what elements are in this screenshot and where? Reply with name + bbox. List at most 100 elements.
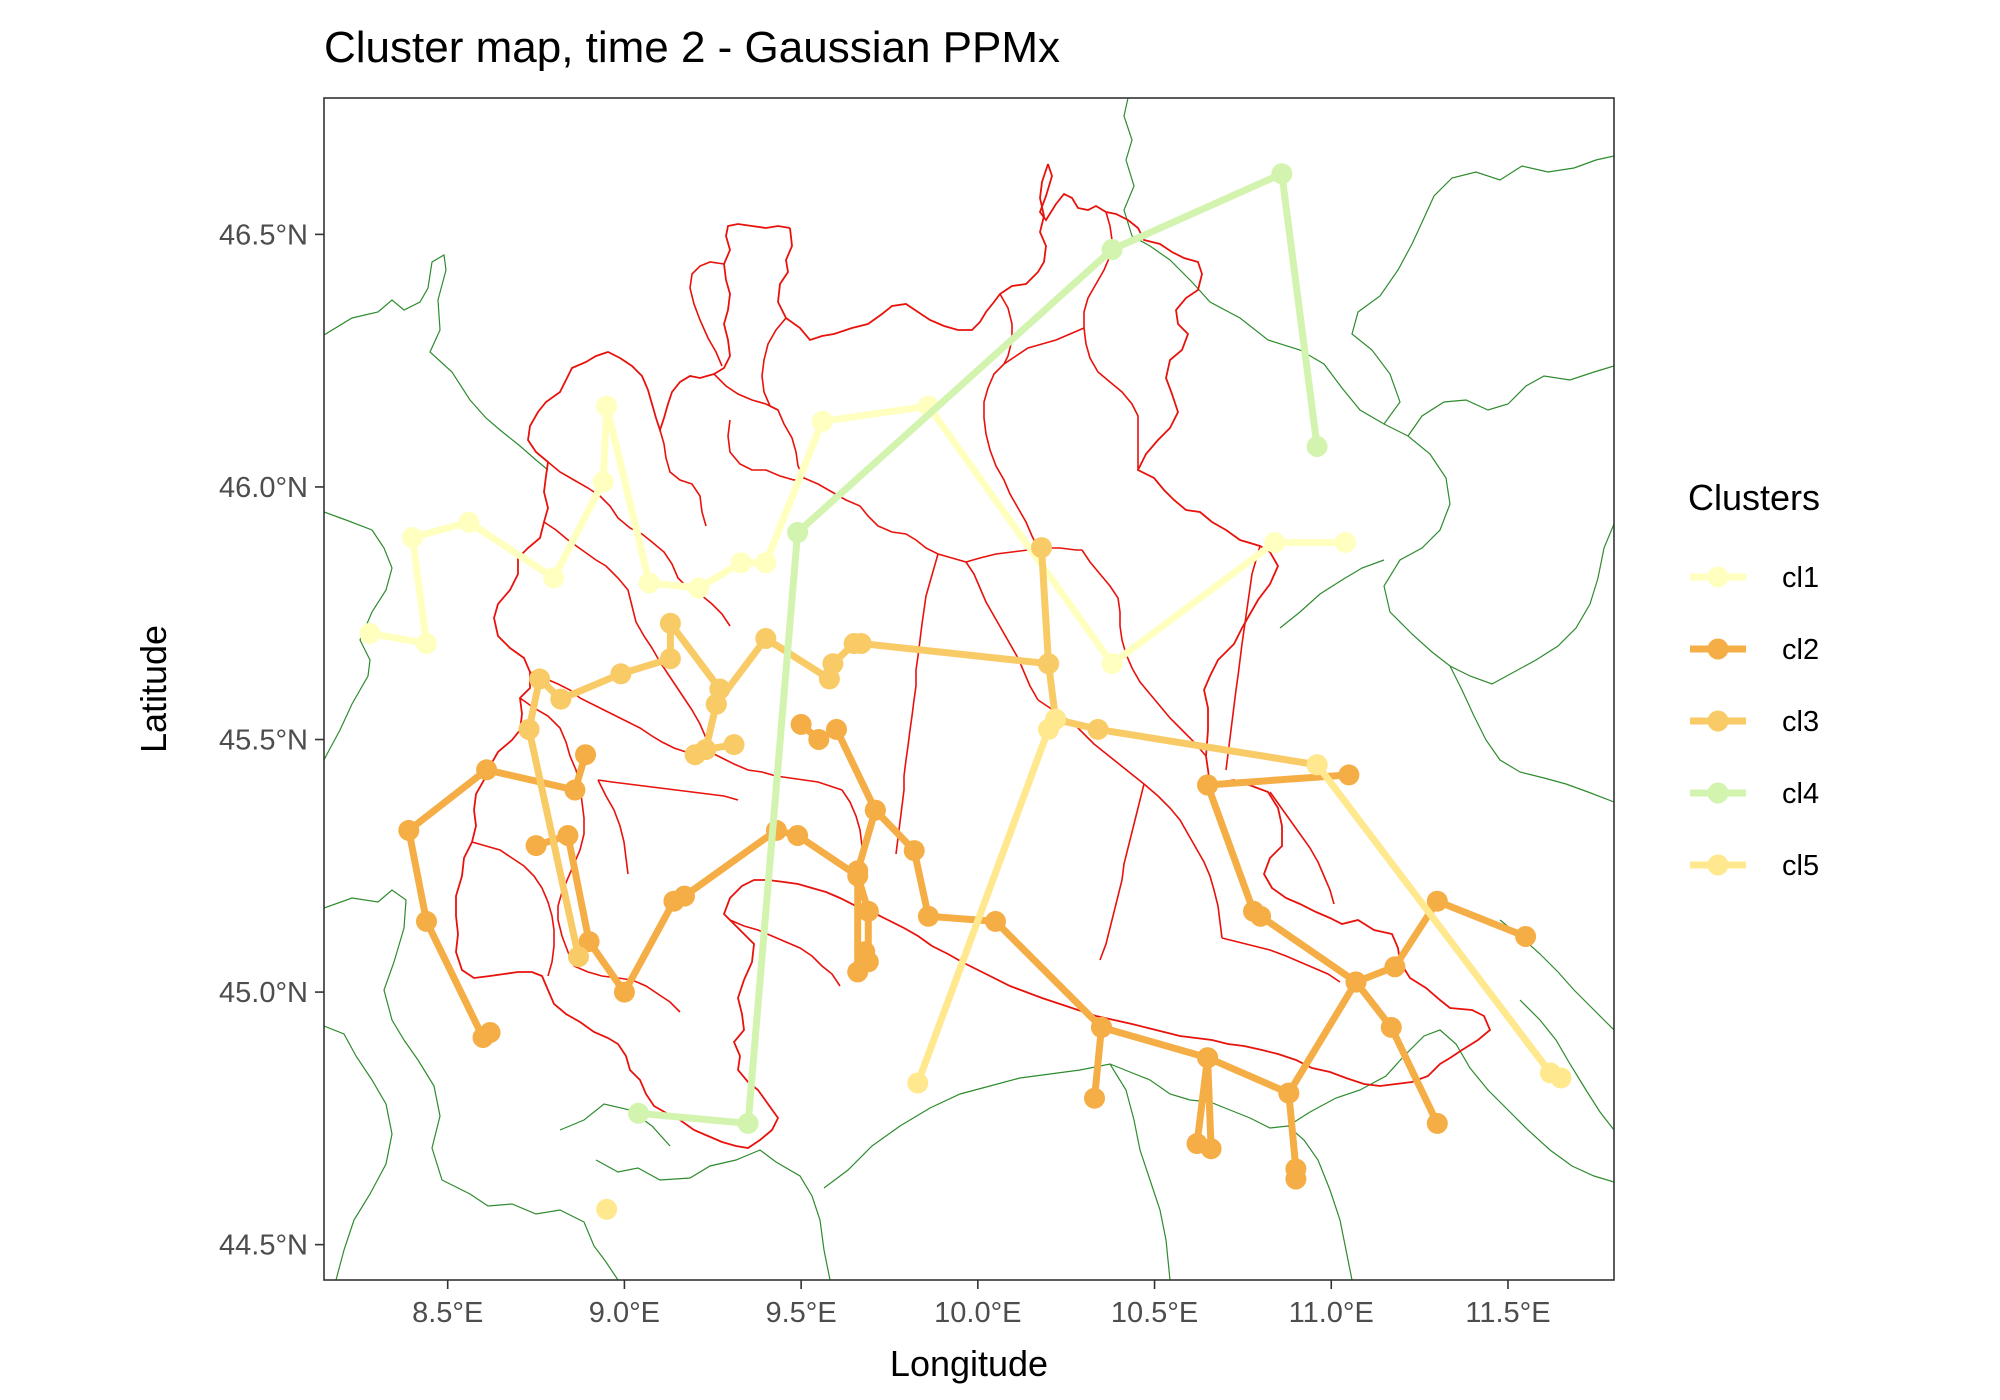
legend: Clusters cl1 cl2 cl3 cl4 cl5	[1688, 477, 1820, 882]
data-point-cl4	[1271, 163, 1293, 185]
data-point-cl3	[518, 718, 540, 740]
map-boundaries	[324, 98, 1614, 1280]
data-point-cl2	[613, 981, 635, 1003]
series-line-cl3	[1038, 544, 1052, 668]
central-region-outline	[777, 163, 1049, 342]
x-tick-label: 8.5°E	[412, 1297, 483, 1329]
data-point-cl1	[401, 527, 423, 548]
province-boundary	[597, 779, 739, 801]
outer-region-boundary	[1279, 559, 1385, 629]
data-point-cl2	[575, 744, 596, 766]
province-boundary	[895, 553, 939, 855]
data-point-cl1	[359, 622, 381, 644]
province-boundary	[965, 561, 1039, 701]
legend-point-cl5	[1707, 854, 1729, 876]
data-point-cl2	[416, 910, 437, 932]
legend-label-cl3: cl3	[1782, 706, 1819, 738]
x-tick-label: 11.5°E	[1465, 1297, 1550, 1329]
data-point-cl1	[688, 577, 710, 599]
data-point-cl1	[596, 395, 618, 417]
data-point-cl4	[1101, 239, 1123, 260]
data-point-cl3	[568, 946, 589, 968]
data-point-cl2	[917, 905, 939, 927]
y-axis-title: Latitude	[133, 625, 174, 753]
data-point-cl2	[1338, 764, 1360, 786]
x-tick-label: 10.0°E	[934, 1297, 1021, 1329]
province-boundary	[999, 293, 1013, 365]
data-point-cl2	[525, 835, 547, 857]
data-point-cl4	[1306, 436, 1328, 457]
data-point-cl2	[1091, 1016, 1112, 1038]
series-cl1	[359, 395, 1356, 675]
data-point-cl2	[808, 729, 830, 750]
data-point-cl1	[638, 572, 660, 594]
data-point-cl2	[854, 941, 876, 963]
series-layer	[359, 163, 1572, 1220]
legend-key-cl5	[1690, 854, 1746, 876]
data-point-cl1	[755, 552, 777, 574]
legend-key-cl2	[1690, 638, 1746, 660]
series-cl4	[628, 163, 1328, 1134]
data-point-cl1	[592, 471, 614, 493]
y-tick-label: 44.5°N	[219, 1230, 308, 1262]
outer-region-boundary	[595, 1149, 831, 1280]
data-point-cl2	[1285, 1158, 1307, 1180]
data-point-cl2	[1250, 905, 1272, 927]
data-point-cl2	[787, 825, 809, 846]
y-axis: 44.5°N 45.0°N 45.5°N 46.0°N 46.5°N	[219, 219, 324, 1262]
data-point-cl3	[695, 739, 717, 761]
data-point-cl3	[755, 628, 777, 649]
data-point-cl2	[1426, 1112, 1448, 1134]
data-point-cl2	[476, 759, 498, 781]
data-point-cl4	[787, 521, 809, 543]
data-point-cl2	[1345, 971, 1367, 993]
data-point-cl5	[1550, 1067, 1572, 1089]
legend-point-cl1	[1707, 566, 1729, 588]
province-boundary	[519, 697, 585, 967]
province-boundary	[1099, 783, 1145, 961]
legend-label-cl4: cl4	[1782, 778, 1819, 810]
legend-key-cl4	[1690, 782, 1746, 804]
data-point-cl2	[864, 799, 886, 821]
data-point-cl3	[659, 612, 681, 634]
data-point-cl1	[1101, 653, 1123, 675]
central-region-outline	[455, 163, 1492, 1149]
data-point-cl1	[811, 410, 833, 432]
data-point-cl3	[659, 648, 681, 670]
outer-region-boundary	[324, 889, 619, 1280]
data-point-cl2	[1197, 774, 1219, 796]
series-cl5	[596, 708, 1572, 1220]
data-point-cl2	[578, 931, 600, 953]
legend-label-cl5: cl5	[1782, 850, 1819, 882]
data-point-cl2	[1200, 1138, 1222, 1160]
data-point-cl2	[564, 779, 586, 801]
outer-region-boundary	[559, 1103, 671, 1147]
y-tick-label: 46.5°N	[219, 219, 308, 251]
province-boundary	[529, 671, 711, 755]
province-boundary	[597, 779, 629, 875]
data-point-cl3	[1031, 537, 1052, 559]
data-point-cl3	[550, 688, 572, 710]
data-point-cl2	[472, 1027, 494, 1048]
province-boundary	[1225, 545, 1261, 771]
data-point-cl2	[847, 961, 869, 983]
legend-point-cl4	[1707, 782, 1729, 804]
data-point-cl2	[1515, 926, 1537, 947]
data-point-cl2	[674, 885, 695, 907]
data-point-cl5	[596, 1198, 618, 1220]
province-boundary	[543, 521, 711, 753]
data-point-cl5	[907, 1072, 929, 1094]
series-line-cl4	[635, 170, 1321, 1127]
data-point-cl3	[1087, 718, 1109, 740]
province-boundary	[983, 327, 1085, 549]
outer-region-boundary	[1123, 98, 1614, 425]
x-tick-label: 11.0°E	[1289, 1297, 1374, 1329]
plot-panel	[323, 97, 1615, 1281]
data-point-cl2	[1380, 1016, 1402, 1038]
series-line-cl2	[1091, 1023, 1105, 1102]
series-line-cl1	[366, 402, 1349, 668]
data-point-cl2	[398, 819, 420, 841]
data-point-cl3	[822, 653, 844, 675]
